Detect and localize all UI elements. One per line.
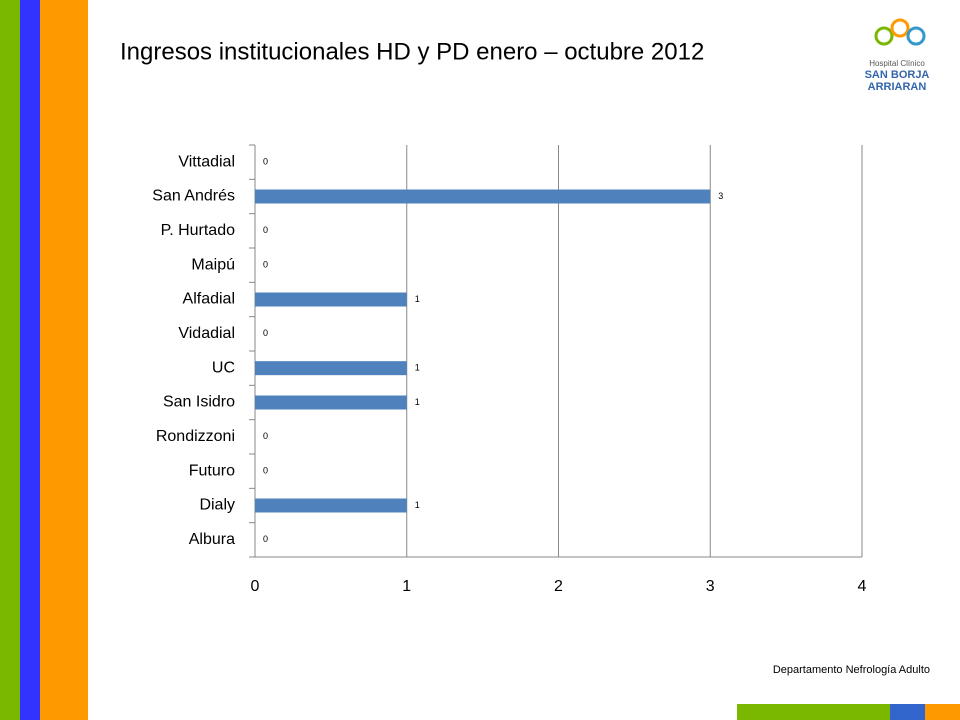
data-label: 1 — [415, 363, 420, 373]
footer-bar-orange — [925, 704, 960, 720]
data-label: 0 — [263, 157, 268, 167]
data-label: 1 — [415, 397, 420, 407]
footer-text: Departamento Nefrología Adulto — [773, 664, 930, 676]
data-label: 0 — [263, 466, 268, 476]
y-tick-label: San Andrés — [152, 188, 235, 205]
y-tick-label: San Isidro — [163, 394, 235, 411]
y-tick-label: UC — [212, 359, 235, 376]
y-tick-label: Dialy — [199, 497, 235, 514]
y-tick-label: Rondizzoni — [156, 428, 235, 445]
logo-shape — [890, 18, 910, 38]
chart-title: Ingresos institucionales HD y PD enero –… — [120, 38, 704, 65]
data-label: 1 — [415, 500, 420, 510]
bar — [255, 395, 407, 410]
logo: Hospital Clínico SAN BORJA ARRIARAN — [865, 18, 930, 93]
bar — [255, 361, 407, 376]
x-tick-label: 2 — [554, 578, 563, 595]
x-tick-label: 1 — [402, 578, 411, 595]
footer-bar-green — [737, 704, 890, 720]
logo-shape — [874, 26, 894, 46]
data-label: 0 — [263, 534, 268, 544]
logo-text: Hospital Clínico — [869, 59, 925, 68]
bar — [255, 189, 711, 204]
stripe-blue — [20, 0, 40, 720]
x-tick-label: 3 — [706, 578, 715, 595]
y-tick-label: Vidadial — [178, 325, 235, 342]
data-label: 0 — [263, 225, 268, 235]
logo-shape — [906, 26, 926, 46]
y-tick-label: Maipú — [191, 256, 235, 273]
y-tick-label: Albura — [189, 531, 235, 548]
data-label: 0 — [263, 260, 268, 270]
y-tick-label: P. Hurtado — [161, 222, 236, 239]
y-tick-label: Vittadial — [178, 153, 235, 170]
logo-text: SAN BORJA — [865, 69, 930, 81]
stripe-green — [0, 0, 20, 720]
y-tick-label: Futuro — [189, 462, 235, 479]
bar — [255, 498, 407, 513]
data-label: 1 — [415, 294, 420, 304]
data-label: 0 — [263, 431, 268, 441]
x-tick-label: 4 — [858, 578, 867, 595]
stripe-orange — [40, 0, 88, 720]
bar — [255, 292, 407, 307]
y-tick-label: Alfadial — [183, 291, 235, 308]
data-label: 0 — [263, 328, 268, 338]
footer-bar-blue — [890, 704, 925, 720]
x-tick-label: 0 — [251, 578, 260, 595]
data-label: 3 — [718, 191, 723, 201]
logo-text: ARRIARAN — [868, 81, 927, 93]
